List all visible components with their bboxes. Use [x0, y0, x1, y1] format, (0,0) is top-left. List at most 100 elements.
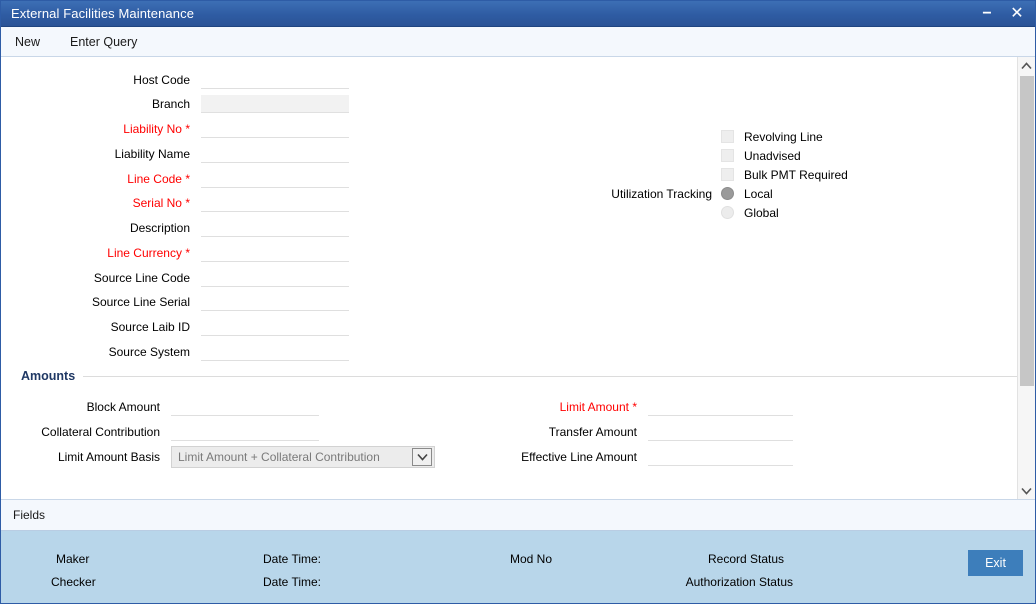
input-liability-no[interactable]	[201, 120, 349, 138]
input-serial-no[interactable]	[201, 194, 349, 212]
input-limit-amount[interactable]	[648, 398, 793, 416]
section-title-amounts: Amounts	[21, 369, 76, 383]
label-description: Description	[129, 221, 190, 235]
label-line-code-text: Line Code	[127, 172, 182, 186]
label-line-currency-text: Line Currency	[107, 246, 182, 260]
checkbox-revolving-line[interactable]	[721, 130, 734, 143]
checkbox-row-revolving-line: Revolving Line	[599, 127, 919, 146]
radio-row-global: Global	[599, 203, 919, 222]
input-source-laib-id[interactable]	[201, 318, 349, 336]
label-serial-no: Serial No *	[132, 196, 190, 210]
select-value-limit-amount-basis: Limit Amount + Collateral Contribution	[178, 450, 380, 464]
status-label-maker: Maker	[56, 552, 90, 566]
tab-fields[interactable]: Fields	[13, 508, 46, 522]
input-source-system[interactable]	[201, 343, 349, 361]
label-effective-line-amount: Effective Line Amount	[521, 450, 637, 464]
field-row-transfer-amount: Transfer Amount	[498, 422, 793, 442]
field-row-source-line-code: Source Line Code	[1, 268, 349, 288]
label-host-code: Host Code	[133, 73, 190, 87]
exit-button[interactable]: Exit	[968, 550, 1023, 576]
field-row-source-laib-id: Source Laib ID	[1, 317, 349, 337]
field-row-liability-name: Liability Name	[1, 144, 349, 164]
field-row-limit-amount: Limit Amount *	[498, 397, 793, 417]
field-row-effective-line-amount: Effective Line Amount	[498, 447, 793, 467]
label-block-amount: Block Amount	[86, 400, 160, 414]
label-liability-no-text: Liability No	[123, 122, 182, 136]
input-transfer-amount[interactable]	[648, 423, 793, 441]
label-serial-no-text: Serial No	[132, 196, 182, 210]
label-transfer-amount: Transfer Amount	[548, 425, 637, 439]
chevron-down-icon[interactable]	[1018, 482, 1035, 499]
input-block-amount[interactable]	[171, 398, 319, 416]
field-row-collateral-contribution: Collateral Contribution	[1, 422, 319, 442]
input-description[interactable]	[201, 219, 349, 237]
status-label-checker-datetime: Date Time:	[263, 575, 322, 589]
input-line-currency[interactable]	[201, 244, 349, 262]
input-source-line-serial[interactable]	[201, 293, 349, 311]
form-area: Host Code Branch Liability No * Liabilit…	[1, 57, 1035, 499]
radio-label-local: Local	[744, 186, 773, 201]
checkbox-row-unadvised: Unadvised	[599, 146, 919, 165]
chevron-up-icon[interactable]	[1018, 57, 1035, 74]
status-label-checker: Checker	[51, 575, 96, 589]
radio-utilization-local[interactable]	[721, 187, 734, 200]
title-bar: External Facilities Maintenance − ✕	[1, 1, 1035, 27]
input-branch[interactable]	[201, 95, 349, 113]
checkbox-label-bulk-pmt-required: Bulk PMT Required	[744, 167, 848, 182]
radio-row-local: Utilization Tracking Local	[599, 184, 919, 203]
status-label-maker-datetime: Date Time:	[263, 552, 322, 566]
status-bar: Maker Checker Date Time: Date Time: Mod …	[1, 531, 1035, 603]
section-divider	[83, 375, 1017, 377]
chevron-down-icon[interactable]	[412, 448, 432, 466]
checkbox-unadvised[interactable]	[721, 149, 734, 162]
field-row-block-amount: Block Amount	[1, 397, 319, 417]
field-row-description: Description	[1, 218, 349, 238]
field-row-limit-amount-basis: Limit Amount Basis Limit Amount + Collat…	[1, 445, 435, 469]
status-label-authorization-status: Authorization Status	[685, 575, 793, 589]
status-label-mod-no: Mod No	[510, 552, 553, 566]
field-row-line-code: Line Code *	[1, 169, 349, 189]
menu-item-enter-query[interactable]: Enter Query	[70, 34, 138, 49]
scrollbar-thumb[interactable]	[1020, 76, 1034, 386]
close-icon[interactable]: ✕	[1010, 4, 1024, 22]
checkbox-label-unadvised: Unadvised	[744, 148, 801, 163]
input-collateral-contribution[interactable]	[171, 423, 319, 441]
minimize-icon[interactable]: −	[982, 4, 992, 22]
window-controls: − ✕	[973, 3, 1031, 25]
field-row-liability-no: Liability No *	[1, 119, 349, 139]
label-collateral-contribution: Collateral Contribution	[41, 425, 160, 439]
status-label-record-status: Record Status	[708, 552, 785, 566]
label-limit-amount-basis: Limit Amount Basis	[57, 450, 160, 464]
label-utilization-tracking: Utilization Tracking	[611, 186, 712, 201]
input-line-code[interactable]	[201, 170, 349, 188]
label-line-code: Line Code *	[127, 172, 190, 186]
select-limit-amount-basis[interactable]: Limit Amount + Collateral Contribution	[171, 446, 435, 468]
options-group: Revolving Line Unadvised Bulk PMT Requir…	[599, 127, 919, 222]
fields-bar: Fields	[1, 499, 1035, 531]
input-effective-line-amount[interactable]	[648, 448, 793, 466]
radio-utilization-global[interactable]	[721, 206, 734, 219]
menu-bar: New Enter Query	[1, 27, 1035, 57]
label-liability-name: Liability Name	[114, 147, 190, 161]
label-line-currency: Line Currency *	[107, 246, 190, 260]
label-limit-amount: Limit Amount *	[559, 400, 637, 414]
checkbox-row-bulk-pmt-required: Bulk PMT Required	[599, 165, 919, 184]
field-row-serial-no: Serial No *	[1, 193, 349, 213]
field-row-host-code: Host Code	[1, 70, 349, 90]
field-row-line-currency: Line Currency *	[1, 243, 349, 263]
checkbox-label-revolving-line: Revolving Line	[744, 129, 823, 144]
input-host-code[interactable]	[201, 71, 349, 89]
radio-label-global: Global	[744, 205, 779, 220]
label-source-system: Source System	[108, 345, 190, 359]
menu-item-new[interactable]: New	[15, 34, 41, 49]
label-limit-amount-text: Limit Amount	[559, 400, 629, 414]
field-row-branch: Branch	[1, 94, 349, 114]
checkbox-bulk-pmt-required[interactable]	[721, 168, 734, 181]
input-liability-name[interactable]	[201, 145, 349, 163]
input-source-line-code[interactable]	[201, 269, 349, 287]
label-source-laib-id: Source Laib ID	[110, 320, 190, 334]
label-source-line-code: Source Line Code	[93, 271, 190, 285]
label-liability-no: Liability No *	[123, 122, 190, 136]
vertical-scrollbar[interactable]	[1017, 57, 1035, 499]
